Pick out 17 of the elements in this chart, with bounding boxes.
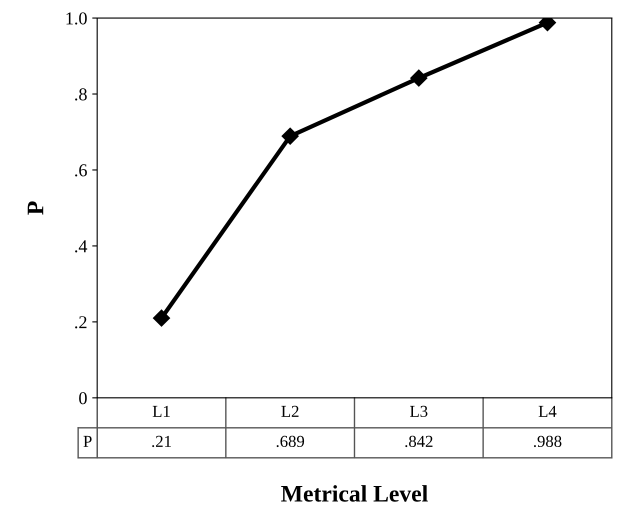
- x-tick-label: L2: [281, 406, 298, 417]
- text: P: [84, 436, 92, 447]
- x-tick-label: L4: [538, 406, 556, 417]
- data-label: .21: [152, 436, 171, 448]
- x-tick-label: L3: [410, 406, 428, 418]
- y-tick-label: .4: [75, 240, 88, 252]
- y-tick-label: 0: [79, 392, 87, 404]
- y-axis-title: P: [28, 201, 44, 215]
- x-tick-label: L1: [152, 406, 170, 417]
- y-tick-label: .8: [75, 88, 87, 101]
- y-tick-label: .2: [75, 316, 86, 328]
- y-tick-label: .6: [75, 164, 87, 176]
- data-label: .988: [534, 436, 562, 448]
- x-axis-title: Metrical Level: [281, 485, 428, 502]
- data-label: .842: [405, 436, 432, 448]
- data-label: .689: [276, 436, 304, 448]
- y-tick-label: 1.0: [66, 12, 87, 25]
